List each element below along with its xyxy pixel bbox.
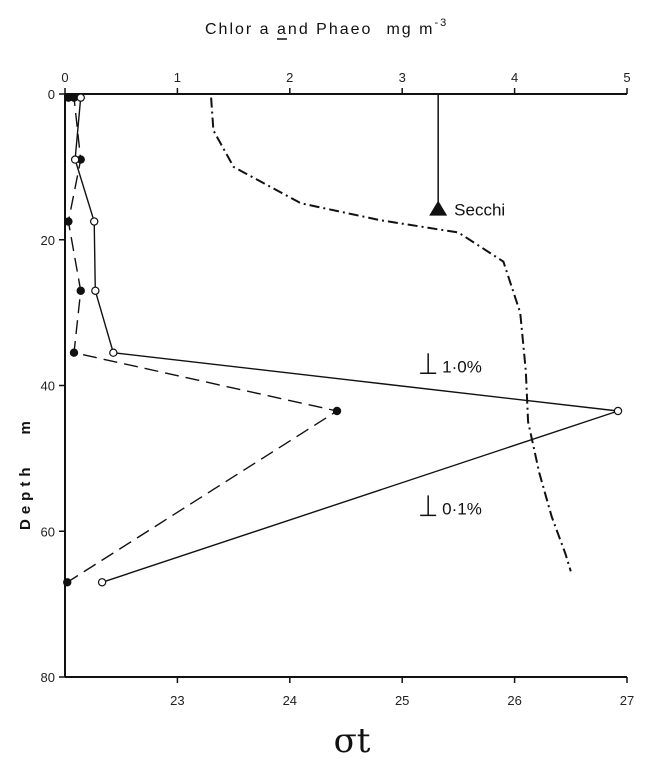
top-tick-label: 1 [174,70,181,85]
y-tick-label: 40 [41,379,55,394]
svg-text:Depthm: Depthm [17,416,34,530]
secchi-marker-icon [429,200,448,216]
y-tick-label: 60 [41,524,55,539]
bottom-axis-ticks: 23 24 25 26 27 [170,677,634,708]
phaeo-point [91,286,100,295]
chlor-a-point [64,217,73,226]
bottom-tick-label: 25 [395,693,409,708]
series-layer [63,93,623,587]
chlor-a-line [66,96,339,583]
light-level-label: 0·1% [442,499,482,518]
phaeo-point [97,578,107,587]
sigma-t-line [210,97,572,572]
top-tick-label: 3 [399,70,406,85]
chlor-a-point [76,286,85,295]
bottom-axis-title: σt [334,721,371,761]
phaeo-point [76,93,85,102]
phaeo-line [74,97,619,583]
y-tick-label: 0 [48,87,55,102]
bottom-tick-label: 24 [283,693,297,708]
light-level-label: 1·0% [442,357,482,376]
y-axis-ticks: 0 20 40 60 80 [41,87,65,685]
phaeo-point [90,217,99,226]
annotation-layer: Secchi 1·0% 0·1% [420,94,505,518]
chlor-a-point [332,406,342,416]
bottom-tick-label: 26 [507,693,521,708]
top-tick-label: 4 [511,70,518,85]
top-axis-ticks: 0 1 2 3 4 5 [61,70,631,94]
bottom-tick-label: 23 [170,693,184,708]
phaeo-point [613,406,623,416]
y-tick-label: 80 [41,670,55,685]
y-tick-label: 20 [41,233,55,248]
top-axis-title: Chlor a and Phaeo mg m-3 [205,17,448,38]
phaeo-point [70,155,80,164]
secchi-label: Secchi [454,201,505,220]
chlor-a-point [69,348,79,357]
bottom-tick-label: 27 [620,693,634,708]
y-axis-title: Depthm [17,416,34,530]
top-tick-label: 2 [286,70,293,85]
top-tick-label: 5 [623,70,630,85]
phaeo-point [109,348,118,357]
chlor-a-point [69,93,79,102]
top-tick-label: 0 [61,70,68,85]
chlor-a-point [63,578,72,587]
